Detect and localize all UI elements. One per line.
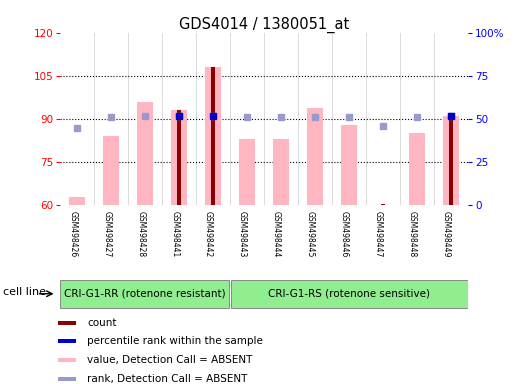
Bar xyxy=(104,136,119,205)
Text: GSM498444: GSM498444 xyxy=(272,211,281,258)
Bar xyxy=(138,102,153,205)
Text: GSM498448: GSM498448 xyxy=(408,211,417,258)
Bar xyxy=(70,197,85,205)
Bar xyxy=(449,116,453,205)
Bar xyxy=(232,280,468,308)
Text: GSM498442: GSM498442 xyxy=(204,211,213,258)
Text: GDS4014 / 1380051_at: GDS4014 / 1380051_at xyxy=(179,17,349,33)
Text: percentile rank within the sample: percentile rank within the sample xyxy=(87,336,263,346)
Bar xyxy=(60,280,229,308)
Text: count: count xyxy=(87,318,117,328)
Text: cell line: cell line xyxy=(3,287,46,297)
Text: GSM498446: GSM498446 xyxy=(340,211,349,258)
Bar xyxy=(58,358,76,362)
Bar xyxy=(410,134,425,205)
Text: GSM498447: GSM498447 xyxy=(374,211,383,258)
Text: GSM498449: GSM498449 xyxy=(442,211,451,258)
Bar xyxy=(172,111,187,205)
Bar xyxy=(240,139,255,205)
Bar xyxy=(58,339,76,343)
Bar xyxy=(274,139,289,205)
Text: value, Detection Call = ABSENT: value, Detection Call = ABSENT xyxy=(87,355,253,365)
Bar xyxy=(308,108,323,205)
Bar xyxy=(381,204,385,205)
Text: GSM498441: GSM498441 xyxy=(170,211,179,258)
Bar xyxy=(58,321,76,324)
Bar xyxy=(58,377,76,381)
Text: GSM498428: GSM498428 xyxy=(136,211,145,257)
Text: CRI-G1-RS (rotenone sensitive): CRI-G1-RS (rotenone sensitive) xyxy=(268,288,430,298)
Text: GSM498427: GSM498427 xyxy=(102,211,111,258)
Text: GSM498443: GSM498443 xyxy=(238,211,247,258)
Text: CRI-G1-RR (rotenone resistant): CRI-G1-RR (rotenone resistant) xyxy=(64,288,226,298)
Text: rank, Detection Call = ABSENT: rank, Detection Call = ABSENT xyxy=(87,374,248,384)
Bar xyxy=(177,111,181,205)
Bar xyxy=(342,125,357,205)
Bar xyxy=(444,116,459,205)
Text: GSM498426: GSM498426 xyxy=(68,211,77,258)
Text: GSM498445: GSM498445 xyxy=(306,211,315,258)
Bar xyxy=(206,67,221,205)
Bar xyxy=(211,67,215,205)
